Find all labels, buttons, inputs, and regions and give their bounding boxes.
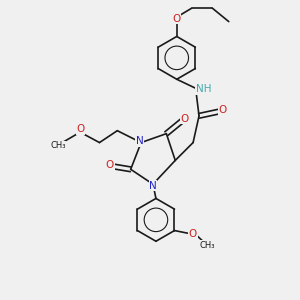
- Text: CH₃: CH₃: [50, 141, 66, 150]
- Text: NH: NH: [196, 84, 211, 94]
- Text: CH₃: CH₃: [200, 241, 215, 250]
- Text: O: O: [189, 229, 197, 238]
- Text: N: N: [149, 181, 157, 191]
- Text: O: O: [180, 114, 188, 124]
- Text: N: N: [136, 136, 143, 146]
- Text: O: O: [172, 14, 181, 24]
- Text: O: O: [106, 160, 114, 170]
- Text: O: O: [76, 124, 84, 134]
- Text: O: O: [219, 105, 227, 115]
